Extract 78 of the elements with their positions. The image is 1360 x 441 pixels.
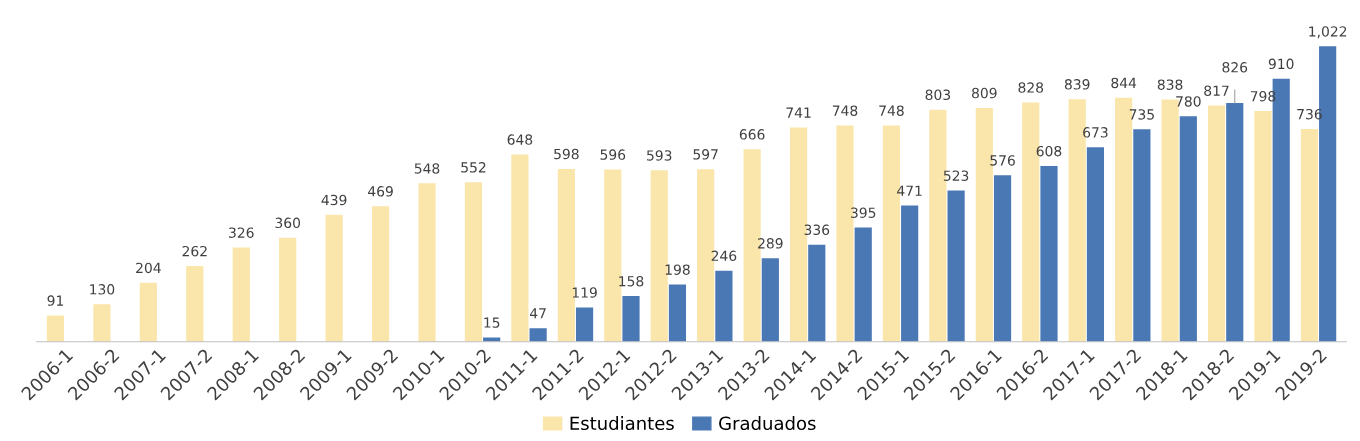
data-label: 780 [1176, 96, 1201, 107]
data-label: 748 [832, 105, 858, 116]
data-label: 803 [925, 89, 951, 101]
data-label: 828 [1018, 82, 1044, 93]
bar [901, 205, 919, 342]
bar [93, 304, 111, 342]
data-label: 204 [136, 262, 161, 274]
bar [529, 328, 547, 342]
bar [46, 315, 65, 342]
bar [1133, 129, 1151, 342]
bar [279, 237, 297, 342]
bar [1179, 116, 1197, 342]
data-label: 198 [665, 264, 690, 275]
data-label: 576 [990, 155, 1015, 166]
bar [371, 206, 390, 342]
bar [464, 182, 483, 342]
data-label: 47 [529, 308, 546, 319]
data-label: 741 [786, 107, 811, 118]
legend-label: Graduados [719, 416, 816, 431]
data-label: 130 [90, 284, 115, 295]
data-label: 809 [972, 87, 997, 99]
bar [511, 154, 529, 342]
data-label: 597 [693, 149, 718, 160]
data-label: 844 [1111, 77, 1137, 89]
bar [1226, 103, 1244, 342]
data-label: 336 [804, 224, 830, 236]
data-label: 838 [1157, 79, 1183, 90]
data-label: 598 [554, 148, 579, 160]
data-label: 15 [484, 317, 500, 328]
data-label: 246 [711, 250, 737, 262]
bar [668, 284, 687, 342]
data-label: 673 [1083, 127, 1108, 138]
data-label: 666 [739, 129, 765, 140]
bar [854, 227, 872, 342]
bar [483, 337, 501, 342]
bar [1254, 111, 1272, 342]
data-label: 748 [879, 105, 904, 116]
bar [186, 266, 204, 342]
data-label: 469 [368, 186, 393, 197]
data-label: 826 [1222, 62, 1248, 73]
data-label: 910 [1268, 58, 1294, 70]
bar [139, 282, 157, 342]
data-label: 119 [572, 287, 597, 298]
data-label: 395 [851, 207, 876, 218]
data-label: 548 [414, 163, 440, 174]
bar [1040, 166, 1058, 342]
bar [622, 296, 640, 342]
data-label: 735 [1129, 109, 1154, 120]
data-label: 91 [47, 295, 64, 306]
data-label: 360 [275, 217, 301, 229]
bar [418, 183, 436, 342]
bar [993, 175, 1012, 342]
bar [947, 190, 965, 342]
data-label: 552 [461, 162, 486, 173]
data-label: 608 [1036, 145, 1062, 157]
legend-label: Estudiantes [570, 416, 674, 431]
bar [1300, 129, 1319, 342]
bar [325, 214, 343, 342]
data-label: 471 [897, 185, 922, 196]
bar [1086, 147, 1105, 342]
bar [761, 258, 779, 342]
data-label: 839 [1064, 79, 1090, 90]
data-label: 326 [229, 227, 254, 238]
bar [1207, 105, 1226, 342]
data-label: 1,022 [1309, 26, 1347, 39]
data-label: 523 [943, 170, 969, 181]
bar [715, 270, 733, 342]
bar [808, 244, 826, 342]
data-label: 596 [600, 149, 626, 160]
data-label: 817 [1204, 85, 1229, 96]
data-label: 158 [619, 275, 644, 287]
data-label: 648 [507, 134, 533, 145]
data-label: 289 [758, 238, 783, 249]
data-label: 262 [182, 245, 207, 257]
data-label: 439 [321, 194, 347, 206]
data-label: 593 [647, 150, 672, 161]
bar [575, 307, 594, 342]
bar [232, 247, 250, 342]
